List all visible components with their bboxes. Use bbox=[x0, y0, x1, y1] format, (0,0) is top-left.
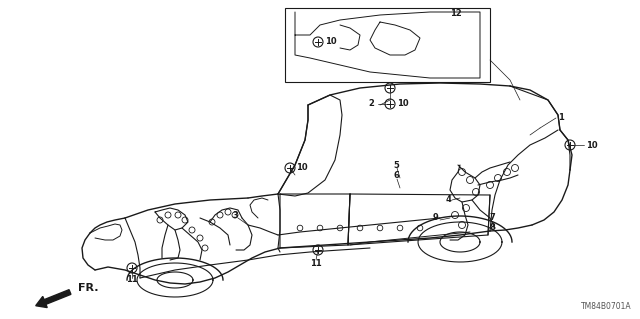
Text: 8: 8 bbox=[490, 224, 496, 233]
Bar bbox=[285, 8, 490, 82]
Text: 11: 11 bbox=[126, 276, 138, 285]
Text: 10: 10 bbox=[296, 164, 308, 173]
Text: 2: 2 bbox=[368, 100, 374, 108]
Text: 3: 3 bbox=[232, 211, 237, 219]
Text: 12: 12 bbox=[450, 10, 461, 19]
FancyArrow shape bbox=[36, 290, 71, 308]
Text: 10: 10 bbox=[397, 100, 408, 108]
Text: 7: 7 bbox=[490, 213, 496, 222]
Text: 11: 11 bbox=[310, 258, 322, 268]
Text: 5: 5 bbox=[393, 160, 399, 169]
Text: 4: 4 bbox=[446, 196, 452, 204]
Text: 10: 10 bbox=[586, 140, 598, 150]
Text: 10: 10 bbox=[325, 38, 337, 47]
Text: 1: 1 bbox=[558, 114, 564, 122]
Text: TM84B0701A: TM84B0701A bbox=[581, 302, 632, 311]
Text: FR.: FR. bbox=[78, 283, 99, 293]
Text: 6: 6 bbox=[393, 172, 399, 181]
Text: 9: 9 bbox=[432, 213, 438, 222]
